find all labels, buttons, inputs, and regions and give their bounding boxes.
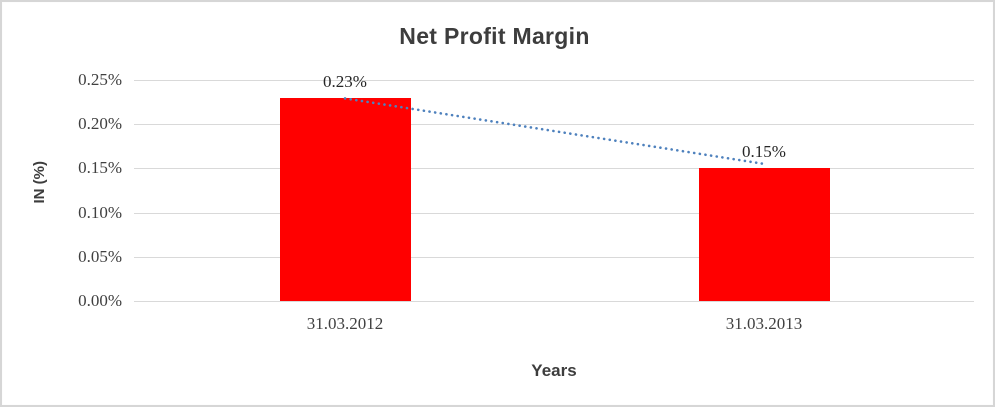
x-tick-label: 31.03.2013 (725, 314, 803, 333)
gridline (134, 257, 974, 258)
y-tick-label: 0.10% (78, 203, 122, 222)
x-tick-label: 31.03.2012 (306, 314, 384, 333)
gridline (134, 80, 974, 81)
bar-column (698, 168, 830, 301)
y-tick-label: 0.05% (78, 247, 122, 266)
bar-value-label: 0.23% (323, 72, 367, 91)
y-tick-label: 0.20% (78, 114, 122, 133)
y-tick-label: 0.15% (78, 158, 122, 177)
bar-column (279, 97, 411, 301)
y-tick-label: 0.25% (78, 70, 122, 89)
gridline (134, 124, 974, 125)
chart-title: Net Profit Margin (399, 23, 590, 49)
gridline (134, 168, 974, 169)
y-axis-title: IN (%) (31, 161, 48, 204)
x-axis-title: Years (531, 361, 577, 380)
y-tick-label: 0.00% (78, 291, 122, 310)
bar-value-label: 0.15% (742, 142, 786, 161)
gridline (134, 301, 974, 302)
gridline (134, 213, 974, 214)
